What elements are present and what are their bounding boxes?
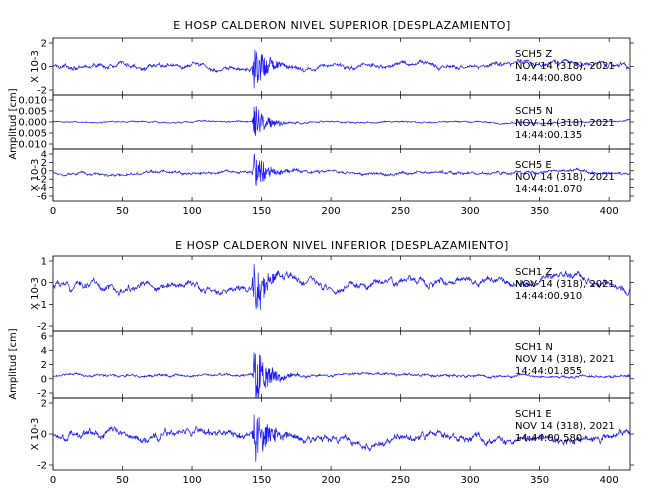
- y-tick-label: -2: [37, 389, 47, 400]
- panel-nivel-superior: E HOSP CALDERON NIVEL SUPERIOR [DESPLAZA…: [8, 19, 634, 217]
- station-time: 14:44:00.800: [515, 73, 582, 84]
- x-tick-label: 300: [461, 206, 480, 217]
- y-tick-label: 0.005: [18, 107, 47, 118]
- y-tick-label: -1: [37, 300, 47, 311]
- station-time: 14:44:01.855: [515, 366, 582, 377]
- x-tick-label: 400: [600, 475, 619, 486]
- station-date: NOV 14 (318), 2021: [515, 172, 615, 183]
- waveform-line: [52, 414, 631, 462]
- scale-label: X 10-3: [30, 418, 41, 451]
- station-time: 14:44:01.070: [515, 184, 582, 195]
- subplot-frame: [52, 148, 631, 202]
- x-tick-label: 350: [530, 475, 549, 486]
- x-tick-label: 300: [461, 475, 480, 486]
- waveform-line: [52, 264, 631, 311]
- station-time: 14:44:00.910: [515, 291, 582, 302]
- y-tick-label: 0: [41, 374, 47, 385]
- station-name: SCH5 E: [515, 160, 552, 171]
- station-date: NOV 14 (318), 2021: [515, 421, 615, 432]
- station-name: SCH1 E: [515, 409, 552, 420]
- y-tick-label: 0: [41, 166, 47, 177]
- y-tick-label: -2: [37, 86, 47, 97]
- y-axis-label: Amplitud [cm]: [8, 328, 19, 399]
- x-tick-label: 200: [322, 475, 341, 486]
- y-tick-label: 0.000: [18, 118, 47, 129]
- station-name: SCH1 Z: [515, 267, 552, 278]
- waveform-line: [52, 153, 631, 186]
- x-tick-label: 200: [322, 206, 341, 217]
- scale-label: X 10-3: [30, 277, 41, 310]
- y-tick-label: 0.010: [18, 96, 47, 107]
- waveform-line: [52, 352, 631, 398]
- x-tick-label: 150: [252, 206, 271, 217]
- scale-label: X 10-3: [30, 50, 41, 83]
- y-tick-label: 1: [41, 257, 47, 268]
- station-date: NOV 14 (318), 2021: [515, 279, 615, 290]
- station-date: NOV 14 (318), 2021: [515, 61, 615, 72]
- waveform-line: [53, 106, 631, 137]
- y-tick-label: -4: [37, 183, 47, 194]
- waveform-line: [52, 49, 631, 89]
- y-tick-label: 2: [41, 158, 47, 169]
- y-tick-label: 0: [41, 62, 47, 73]
- y-tick-label: -2: [37, 175, 47, 186]
- x-tick-label: 50: [116, 206, 129, 217]
- y-tick-label: -2: [37, 322, 47, 333]
- panel-title: E HOSP CALDERON NIVEL SUPERIOR [DESPLAZA…: [173, 19, 511, 32]
- station-name: SCH1 N: [515, 342, 553, 353]
- y-tick-label: 2: [41, 39, 47, 50]
- y-tick-label: 6: [41, 332, 47, 343]
- x-tick-label: 250: [391, 475, 410, 486]
- y-tick-label: -6: [37, 192, 47, 203]
- station-date: NOV 14 (318), 2021: [515, 118, 615, 129]
- panel-nivel-inferior: E HOSP CALDERON NIVEL INFERIOR [DESPLAZA…: [8, 239, 634, 486]
- station-name: SCH5 N: [515, 106, 553, 117]
- x-tick-label: 350: [530, 206, 549, 217]
- station-time: 14:44:00.580: [515, 433, 582, 444]
- station-date: NOV 14 (318), 2021: [515, 354, 615, 365]
- y-tick-label: 2: [41, 399, 47, 410]
- x-tick-label: 50: [116, 475, 129, 486]
- y-tick-label: 4: [41, 150, 47, 161]
- y-tick-label: 0: [41, 430, 47, 441]
- y-tick-label: 2: [41, 360, 47, 371]
- x-tick-label: 0: [50, 475, 56, 486]
- y-tick-label: 4: [41, 346, 47, 357]
- station-time: 14:44:00.135: [515, 130, 582, 141]
- x-tick-label: 400: [600, 206, 619, 217]
- y-tick-label: 0: [41, 278, 47, 289]
- x-tick-label: 250: [391, 206, 410, 217]
- y-tick-label: -2: [37, 461, 47, 472]
- x-tick-label: 100: [182, 206, 201, 217]
- scale-label: X 10-3: [30, 159, 41, 192]
- y-tick-label: 0.010: [18, 140, 47, 151]
- y-axis-label: Amplitud [cm]: [8, 88, 19, 159]
- x-tick-label: 0: [50, 206, 56, 217]
- x-tick-label: 150: [252, 475, 271, 486]
- panel-title: E HOSP CALDERON NIVEL INFERIOR [DESPLAZA…: [175, 239, 509, 252]
- x-tick-label: 100: [182, 475, 201, 486]
- y-tick-label: 0.005: [18, 129, 47, 140]
- station-name: SCH5 Z: [515, 49, 552, 60]
